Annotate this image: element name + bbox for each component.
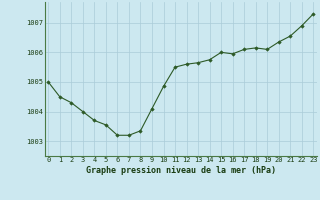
- X-axis label: Graphe pression niveau de la mer (hPa): Graphe pression niveau de la mer (hPa): [86, 166, 276, 175]
